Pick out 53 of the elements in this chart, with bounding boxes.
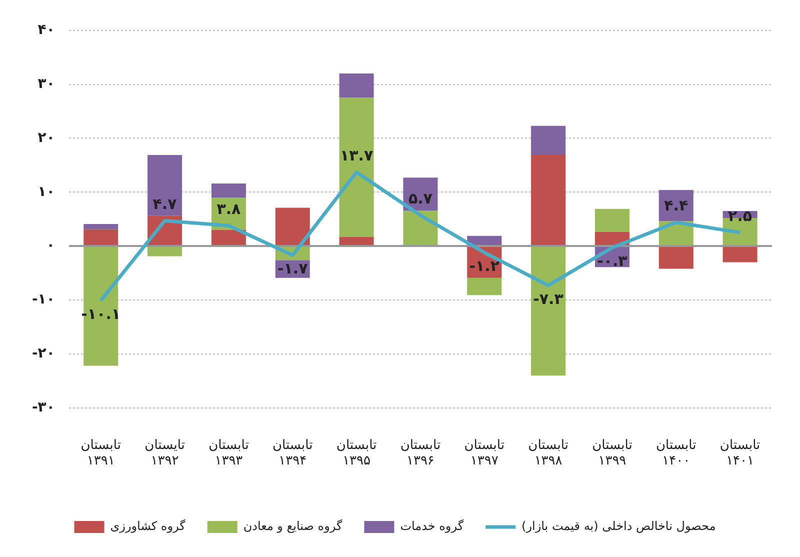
y-tick-label: ۱۰ [38, 184, 55, 200]
y-tick-label: ۰ [46, 238, 55, 254]
legend-label: گروه کشاورزی [110, 519, 186, 534]
bar [658, 190, 694, 222]
x-tick-label: تایستان ۱۳۹۲ [144, 438, 186, 469]
x-tick-label: تابستان ۱۴۰۱ [720, 438, 761, 469]
bar [148, 154, 182, 216]
bar [594, 232, 630, 246]
bar [722, 247, 758, 262]
data-label: ۴.۷ [152, 195, 177, 214]
bar [467, 236, 502, 246]
bar [594, 208, 630, 232]
y-tick-label: ۴۰ [38, 22, 55, 38]
bar [531, 126, 566, 155]
bar [467, 278, 502, 296]
y-tick-label: -۳۰ [32, 399, 55, 416]
bar [275, 208, 310, 246]
data-label: ۳.۸ [216, 200, 241, 218]
x-tick-label: تابستان ۱۳۹۸ [528, 438, 569, 469]
data-label: ۴.۴ [664, 196, 688, 215]
bar [339, 236, 374, 246]
bar [531, 154, 566, 246]
legend-label: محصول ناخالص داخلی (به قیمت بازار) [522, 519, 716, 534]
bar [211, 230, 246, 246]
data-label: -۱.۷ [277, 260, 308, 278]
x-tick-label: تابستان ۱۳۹۴ [272, 438, 314, 469]
data-label: -۰.۳ [597, 252, 628, 270]
bar [531, 247, 566, 376]
legend-label: گروه صنایع و معادن [243, 519, 342, 534]
y-tick-label: ۲۰ [38, 130, 55, 146]
bar [403, 210, 438, 246]
data-label: ۱۳.۷ [340, 146, 374, 165]
x-tick-label: تابستان ۱۴۰۰ [656, 438, 697, 469]
bar [339, 74, 374, 98]
data-label: ۵.۷ [408, 190, 432, 208]
x-tick-label: تابستان ۱۳۹۹ [592, 438, 633, 469]
bar [148, 247, 182, 256]
x-tick-label: تابستان ۱۳۹۳ [208, 438, 250, 469]
bar [84, 229, 118, 246]
legend-label: گروه خدمات [400, 519, 464, 534]
bar [658, 247, 694, 269]
bar [84, 224, 118, 230]
data-label: -۷.۳ [533, 290, 564, 308]
y-tick-label: -۱۰ [32, 292, 55, 308]
x-tick-label: تابستان ۱۳۹۱ [80, 438, 122, 469]
y-tick-label: ۳۰ [38, 76, 55, 92]
y-tick-label: -۲۰ [32, 346, 55, 362]
data-label: -۱.۲ [469, 256, 500, 275]
x-tick-label: تابستان ۱۳۹۷ [464, 438, 505, 469]
x-tick-label: تابستان ۱۳۹۶ [400, 438, 441, 469]
x-tick-label: تابستان ۱۳۹۵ [336, 438, 378, 469]
bar [339, 98, 374, 237]
bar [211, 184, 246, 198]
